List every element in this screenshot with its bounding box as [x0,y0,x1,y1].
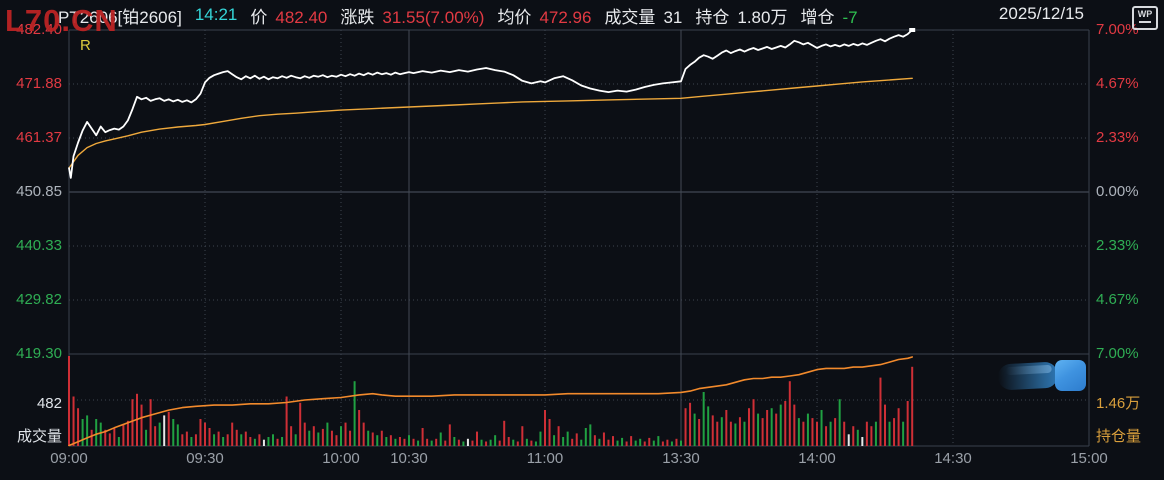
right-axis-label: 2.33% [1096,129,1139,146]
right-axis-label: 4.67% [1096,291,1139,308]
right-axis-label: 4.67% [1096,75,1139,92]
volume-label: 成交量 [604,7,656,27]
time-axis-label: 09:30 [186,450,224,467]
price-label: 价 [250,7,268,27]
blue-quick-trade-button[interactable] [1055,360,1086,391]
quote-time: 14:21 [194,5,238,24]
quote-header: PT2606[铂2606] 14:21 价 482.40 涨跌 31.55(7.00… [58,4,858,27]
left-axis-label: 461.37 [16,129,62,146]
left-axis-label: 成交量 [16,428,62,445]
oi-change-value: -7 [842,7,858,27]
time-axis-label: 14:30 [934,450,972,467]
left-axis-label: 482.40 [16,21,62,38]
time-axis-label: 09:00 [50,450,88,467]
left-axis-label: 471.88 [16,75,62,92]
avg-price-label: 均价 [497,7,532,27]
left-axis-label: 482 [36,395,62,412]
left-axis-label: 440.33 [16,237,62,254]
right-axis-label: 7.00% [1096,345,1139,362]
avg-price-value: 472.96 [539,7,592,27]
trade-date: 2025/12/15 [998,4,1084,23]
left-axis-label: 450.85 [16,183,62,200]
right-axis-label: 2.33% [1096,237,1139,254]
right-axis-label: 7.00% [1096,21,1139,38]
time-axis-label: 15:00 [1070,450,1108,467]
contract-name: PT2606[铂2606] [58,7,182,27]
restricted-r-marker: R [80,37,91,54]
right-axis-label: 1.46万 [1096,395,1141,412]
right-axis-label: 持仓量 [1096,428,1142,445]
open-interest-label: 持仓 [695,7,730,27]
time-axis-label: 13:30 [662,450,700,467]
price-value: 482.40 [275,7,328,27]
change-value: 31.55(7.00%) [382,7,485,27]
time-axis-label: 14:00 [798,450,836,467]
time-axis-label: 11:00 [526,450,564,467]
change-label: 涨跌 [340,7,375,27]
left-axis-label: 419.30 [16,345,62,362]
time-axis-label: 10:30 [390,450,428,467]
left-axis-label: 429.82 [16,291,62,308]
speed-trail-icon [997,361,1059,391]
oi-change-label: 增仓 [800,7,835,27]
open-interest-value: 1.80万 [737,7,788,27]
time-axis-label: 10:00 [322,450,360,467]
volume-value: 31 [663,7,683,27]
right-axis-label: 0.00% [1096,183,1139,200]
wp-logo-icon: WP [1132,6,1158,30]
